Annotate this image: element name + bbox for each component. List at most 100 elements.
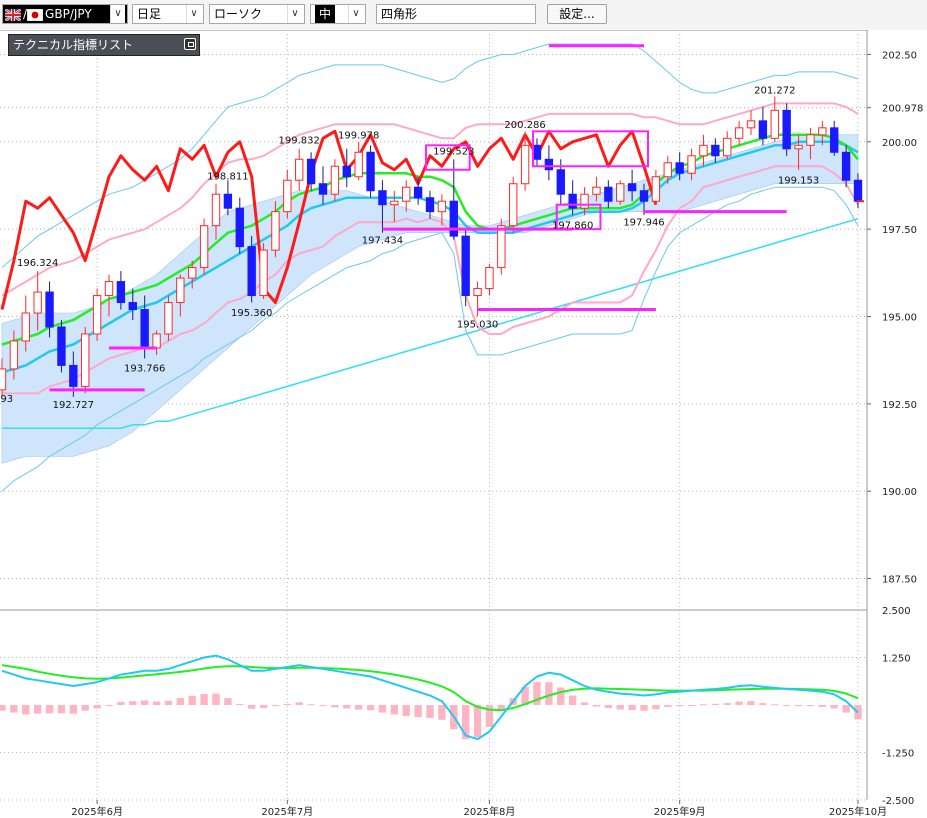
macd-hist-bar [236,703,244,705]
candle-down [782,109,791,150]
macd-hist-bar [806,705,815,707]
settings-button[interactable]: 設定... [547,4,607,24]
price-annotation: 197.946 [623,218,664,229]
candle-up [723,137,732,157]
macd-hist-bar [45,705,54,714]
candle-down [128,302,137,311]
candle-down [841,151,851,181]
chevron-down-icon[interactable]: ∨ [110,5,125,23]
candle-down [45,291,54,328]
chevron-down-icon[interactable]: ∨ [348,5,363,23]
macd-hist-bar [247,705,256,709]
candle-down [853,179,863,202]
candle-up [473,288,482,297]
macd-hist-bar [271,705,280,706]
candle-down [140,309,149,349]
candle-down [366,151,375,192]
price-annotation: 197.860 [552,221,593,232]
candle-up [211,193,221,227]
macd-hist-bar [57,705,66,714]
candle-up [199,225,209,269]
magenta-markers [49,44,787,392]
y-tick-label: 195.00 [882,313,917,324]
candle-up [509,183,518,227]
x-tick-label: 2025年9月 [654,805,706,818]
shape-label: 四角形 [381,7,418,21]
sub-tick-label: -1.250 [882,749,914,760]
macd-hist-bar [343,705,351,709]
chevron-down-icon[interactable]: ∨ [186,5,201,23]
timeframe-select[interactable]: 日足 ∨ [132,4,204,24]
candle-up [295,158,304,181]
candle-up [33,291,42,314]
sub-tick-label: 2.500 [882,606,911,617]
magenta-box [532,130,649,168]
candle-down [318,183,328,195]
price-annotation: 200.286 [504,120,545,131]
macd-hist-bar [675,705,684,707]
macd-hist-bar [533,681,541,705]
price-annotation: 199.523 [433,146,474,157]
candle-up [176,277,185,304]
candle-up [687,155,696,174]
macd-hist-bar [687,705,696,706]
chart-style-select[interactable]: ローソク ∨ [209,4,305,24]
macd-hist-bar [664,705,672,707]
macd-hist-bar [188,695,196,705]
macd-hist-bar [200,693,208,705]
candle-up [188,267,197,279]
price-annotation: 197.434 [362,235,403,246]
candle-down [306,158,316,185]
candle-up [734,127,744,139]
macd-hist-bar [140,700,149,705]
chevron-down-icon[interactable]: ∨ [287,5,302,23]
macd-hist-bar [354,705,363,710]
macd-hist-bar [426,705,434,718]
macd-hist-bar [473,705,482,738]
macd-hist-bar [461,705,470,740]
sub-tick-label: -2.500 [882,796,914,807]
macd-hist-bar [224,698,232,705]
price-chart[interactable]: 196.324 192.727 193.766 198.811 195.360 199.8… [0,30,927,818]
macd-hist-bar [129,701,137,705]
candle-down [568,193,577,209]
macd-hist-bar [307,704,315,706]
technical-indicator-list-panel[interactable]: テクニカル指標リスト [8,34,200,56]
uk-flag-icon [4,7,22,22]
macd-macd-line [1,654,859,741]
macd-hist-bar [295,702,303,705]
date-axis: 2025年6月 2025年7月 2025年8月 2025年9月 2025年10月 [71,800,887,818]
x-tick-label: 2025年7月 [261,805,313,818]
candle-up [9,340,19,370]
candle-down [69,364,78,387]
candle-up [21,312,30,342]
macd-hist-bar [283,703,292,705]
candle-down [413,186,423,199]
candle-up [271,211,280,251]
shape-field[interactable]: 四角形 [376,4,536,24]
candle-up [580,193,589,209]
macd-hist-bar [557,687,565,705]
price-annotation: 196.324 [17,258,58,269]
draw-mode-select[interactable]: 中 ∨ [310,4,366,24]
price-annotation: 201.272 [754,85,795,96]
candle-up [616,183,625,202]
candle-up [330,165,340,195]
x-tick-label: 2025年10月 [829,805,887,818]
macd-hist-bar [69,705,78,714]
price-annotations: 196.324 192.727 193.766 198.811 195.360 199.8… [0,85,819,411]
macd-hist-bar [33,705,42,714]
candle-up [485,267,494,290]
candle-up [81,333,90,387]
ichimoku-cloud [1,134,859,464]
candle-up [390,200,399,206]
axis-background [868,30,927,818]
candle-up [794,144,803,150]
symbol-select[interactable]: / GBP/JPY ∨ [2,4,128,24]
symbol-label: GBP/JPY [45,7,92,21]
restore-icon[interactable] [184,38,196,50]
candle-down [532,144,542,160]
price-annotation: 195.030 [457,319,498,330]
y-tick-label: 200.00 [882,138,917,149]
macd-hist-bar [259,705,268,709]
